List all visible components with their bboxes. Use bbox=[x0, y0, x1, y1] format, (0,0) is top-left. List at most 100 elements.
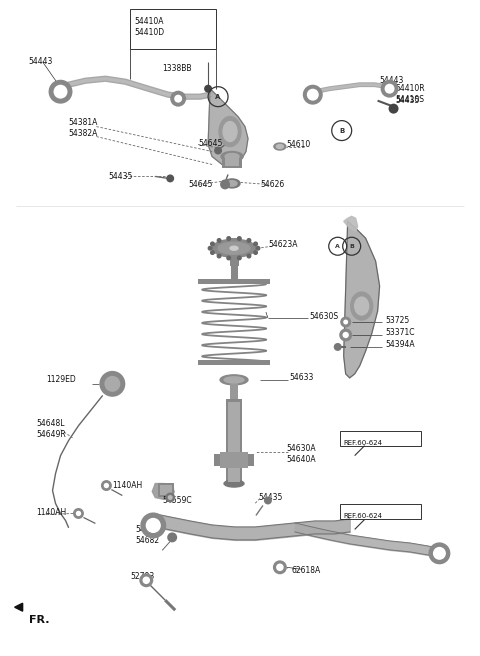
Circle shape bbox=[303, 85, 323, 105]
Text: 54435: 54435 bbox=[108, 172, 133, 181]
Text: 54410A: 54410A bbox=[134, 18, 164, 26]
Circle shape bbox=[165, 493, 175, 502]
Text: 62618A: 62618A bbox=[292, 565, 321, 575]
Text: 54443: 54443 bbox=[29, 57, 53, 66]
Circle shape bbox=[168, 495, 173, 500]
Ellipse shape bbox=[351, 292, 372, 320]
Text: REF.60-624: REF.60-624 bbox=[344, 514, 383, 520]
Circle shape bbox=[238, 237, 241, 240]
Circle shape bbox=[48, 80, 72, 104]
Text: 53371C: 53371C bbox=[385, 329, 415, 337]
Bar bbox=[228, 401, 240, 482]
Circle shape bbox=[256, 247, 260, 250]
Circle shape bbox=[227, 237, 230, 240]
Circle shape bbox=[217, 255, 221, 258]
Bar bbox=[198, 360, 270, 365]
Text: 54610: 54610 bbox=[286, 140, 310, 149]
Circle shape bbox=[340, 317, 351, 327]
Circle shape bbox=[273, 560, 287, 574]
Text: 1338BB: 1338BB bbox=[162, 64, 192, 73]
Polygon shape bbox=[344, 216, 358, 232]
Text: FR.: FR. bbox=[29, 615, 49, 625]
Bar bbox=[225, 157, 239, 167]
Ellipse shape bbox=[223, 121, 237, 142]
Circle shape bbox=[101, 480, 112, 491]
Circle shape bbox=[104, 376, 120, 392]
Text: 54410D: 54410D bbox=[134, 28, 165, 37]
Circle shape bbox=[143, 577, 150, 584]
Text: 54630A: 54630A bbox=[286, 444, 315, 453]
Polygon shape bbox=[344, 221, 380, 378]
Text: 1140AH: 1140AH bbox=[36, 508, 67, 517]
Circle shape bbox=[204, 85, 212, 92]
Circle shape bbox=[174, 94, 182, 102]
Circle shape bbox=[254, 242, 257, 246]
Circle shape bbox=[433, 547, 446, 560]
Bar bbox=[222, 155, 242, 169]
Bar bbox=[229, 238, 239, 266]
Circle shape bbox=[73, 508, 84, 519]
Bar bbox=[198, 279, 270, 284]
Circle shape bbox=[247, 255, 251, 258]
Ellipse shape bbox=[219, 117, 241, 146]
Circle shape bbox=[343, 332, 349, 338]
Circle shape bbox=[429, 543, 450, 564]
Circle shape bbox=[220, 180, 230, 190]
Text: 54435: 54435 bbox=[258, 493, 282, 502]
Bar bbox=[214, 454, 254, 466]
Circle shape bbox=[276, 564, 284, 571]
Circle shape bbox=[247, 239, 251, 242]
Ellipse shape bbox=[227, 180, 237, 186]
Ellipse shape bbox=[218, 242, 250, 255]
Circle shape bbox=[384, 84, 395, 94]
Circle shape bbox=[254, 251, 257, 255]
Circle shape bbox=[54, 85, 68, 98]
Circle shape bbox=[389, 104, 398, 113]
Circle shape bbox=[307, 89, 319, 100]
Ellipse shape bbox=[230, 246, 238, 250]
Ellipse shape bbox=[274, 143, 286, 150]
Ellipse shape bbox=[224, 480, 244, 487]
Circle shape bbox=[170, 91, 186, 107]
Bar bbox=[160, 485, 172, 495]
Polygon shape bbox=[15, 604, 23, 611]
Text: 1129ED: 1129ED bbox=[47, 375, 76, 384]
Text: 54623A: 54623A bbox=[268, 239, 298, 249]
Circle shape bbox=[166, 174, 174, 182]
Text: 54645: 54645 bbox=[188, 180, 213, 189]
Text: 54645: 54645 bbox=[198, 139, 223, 148]
Text: B: B bbox=[349, 244, 354, 249]
Text: 54410R: 54410R bbox=[396, 84, 425, 93]
Text: 53725: 53725 bbox=[385, 316, 410, 325]
Text: 54443: 54443 bbox=[380, 76, 404, 85]
Ellipse shape bbox=[221, 152, 243, 161]
Text: A: A bbox=[335, 244, 340, 249]
Circle shape bbox=[227, 256, 230, 260]
Text: B: B bbox=[339, 127, 344, 134]
Text: 54559C: 54559C bbox=[162, 496, 192, 505]
Text: 54435: 54435 bbox=[396, 96, 420, 105]
Circle shape bbox=[238, 256, 241, 260]
Text: 54682: 54682 bbox=[135, 536, 159, 545]
Circle shape bbox=[343, 319, 348, 325]
Ellipse shape bbox=[355, 297, 369, 315]
Bar bbox=[230, 263, 238, 281]
Text: 54649R: 54649R bbox=[36, 430, 66, 439]
Circle shape bbox=[211, 251, 214, 255]
Ellipse shape bbox=[225, 154, 239, 159]
Bar bbox=[340, 431, 421, 445]
Circle shape bbox=[140, 512, 166, 539]
Circle shape bbox=[334, 343, 342, 351]
Text: 54381A: 54381A bbox=[69, 118, 98, 127]
Circle shape bbox=[214, 146, 222, 155]
Bar bbox=[230, 379, 238, 401]
Bar bbox=[220, 451, 248, 468]
Circle shape bbox=[104, 483, 109, 488]
Circle shape bbox=[217, 239, 221, 242]
Text: 52793: 52793 bbox=[130, 572, 155, 581]
Text: 54630S: 54630S bbox=[310, 312, 339, 321]
Text: 1140AH: 1140AH bbox=[112, 481, 143, 490]
Ellipse shape bbox=[220, 375, 248, 385]
Text: 54382A: 54382A bbox=[69, 129, 98, 138]
Circle shape bbox=[139, 573, 153, 587]
